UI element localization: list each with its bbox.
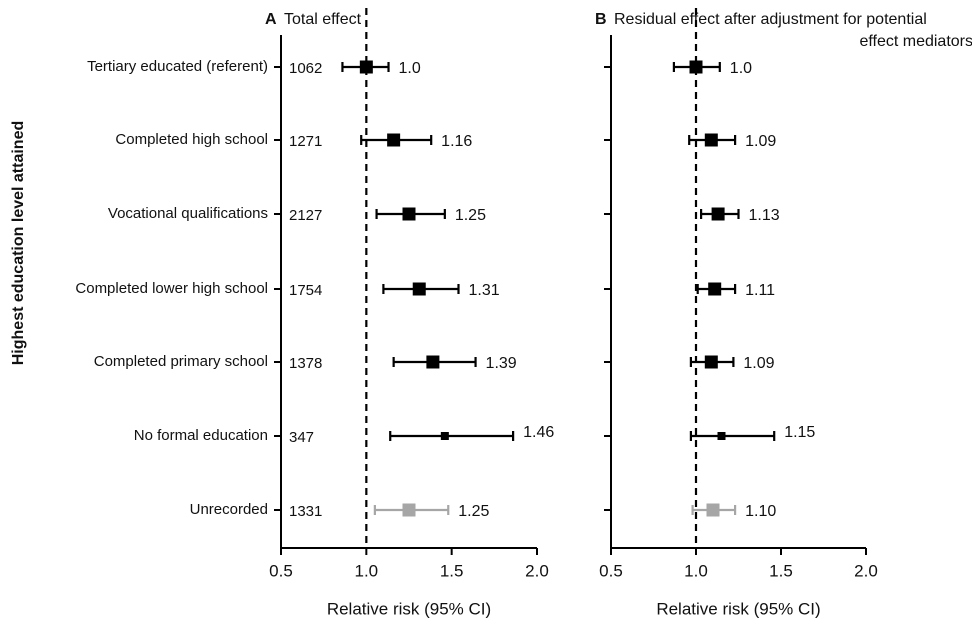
point-estimate: [708, 282, 722, 296]
estimate-label: 1.15: [784, 424, 815, 441]
point-estimate: [440, 432, 449, 440]
point-estimate: [387, 133, 401, 147]
point-estimate: [412, 282, 426, 296]
point-estimate: [704, 133, 718, 147]
x-tick-label: 1.5: [440, 561, 464, 580]
sample-count: 1378: [289, 355, 322, 372]
point-estimate: [717, 432, 726, 440]
sample-count: 1331: [289, 503, 322, 520]
point-estimate: [359, 60, 373, 74]
point-estimate: [704, 355, 718, 369]
estimate-label: 1.16: [441, 133, 472, 150]
estimate-label: 1.13: [749, 207, 780, 224]
category-label: Completed primary school: [94, 353, 268, 370]
panel-letter: A: [265, 11, 277, 28]
panel-title-line: effect mediators: [859, 33, 972, 50]
estimate-label: 1.11: [745, 282, 775, 299]
x-tick-label: 2.0: [854, 561, 878, 580]
estimate-label: 1.0: [730, 60, 752, 77]
category-label: Completed lower high school: [75, 280, 268, 297]
panel-title: Total effect: [284, 11, 362, 28]
sample-count: 347: [289, 429, 314, 446]
x-tick-label: 1.0: [684, 561, 708, 580]
estimate-label: 1.0: [399, 60, 421, 77]
x-tick-label: 0.5: [269, 561, 293, 580]
estimate-label: 1.39: [486, 355, 517, 372]
x-tick-label: 1.5: [769, 561, 793, 580]
category-label: Completed high school: [115, 131, 268, 148]
estimate-label: 1.09: [745, 133, 776, 150]
y-axis-title: Highest education level attained: [10, 121, 27, 366]
point-estimate: [689, 60, 703, 74]
sample-count: 1271: [289, 133, 322, 150]
x-axis-title: Relative risk (95% CI): [327, 599, 491, 618]
sample-count: 1062: [289, 60, 322, 77]
estimate-label: 1.31: [468, 282, 499, 299]
x-tick-label: 1.0: [355, 561, 379, 580]
category-label: Vocational qualifications: [108, 205, 268, 222]
point-estimate: [426, 355, 440, 369]
sample-count: 2127: [289, 207, 322, 224]
sample-count: 1754: [289, 282, 322, 299]
point-estimate: [706, 503, 720, 517]
point-estimate: [402, 503, 416, 517]
x-tick-label: 0.5: [599, 561, 623, 580]
x-axis-title: Relative risk (95% CI): [656, 599, 820, 618]
estimate-label: 1.09: [743, 355, 774, 372]
category-label: Unrecorded: [190, 501, 268, 518]
estimate-label: 1.46: [523, 424, 554, 441]
estimate-label: 1.10: [745, 503, 776, 520]
category-label: Tertiary educated (referent): [87, 58, 268, 75]
panel-title-line: Residual effect after adjustment for pot…: [614, 11, 927, 28]
point-estimate: [711, 207, 725, 221]
point-estimate: [402, 207, 416, 221]
estimate-label: 1.25: [458, 503, 489, 520]
panel-letter: B: [595, 11, 607, 28]
category-label: No formal education: [134, 427, 268, 444]
x-tick-label: 2.0: [525, 561, 549, 580]
estimate-label: 1.25: [455, 207, 486, 224]
